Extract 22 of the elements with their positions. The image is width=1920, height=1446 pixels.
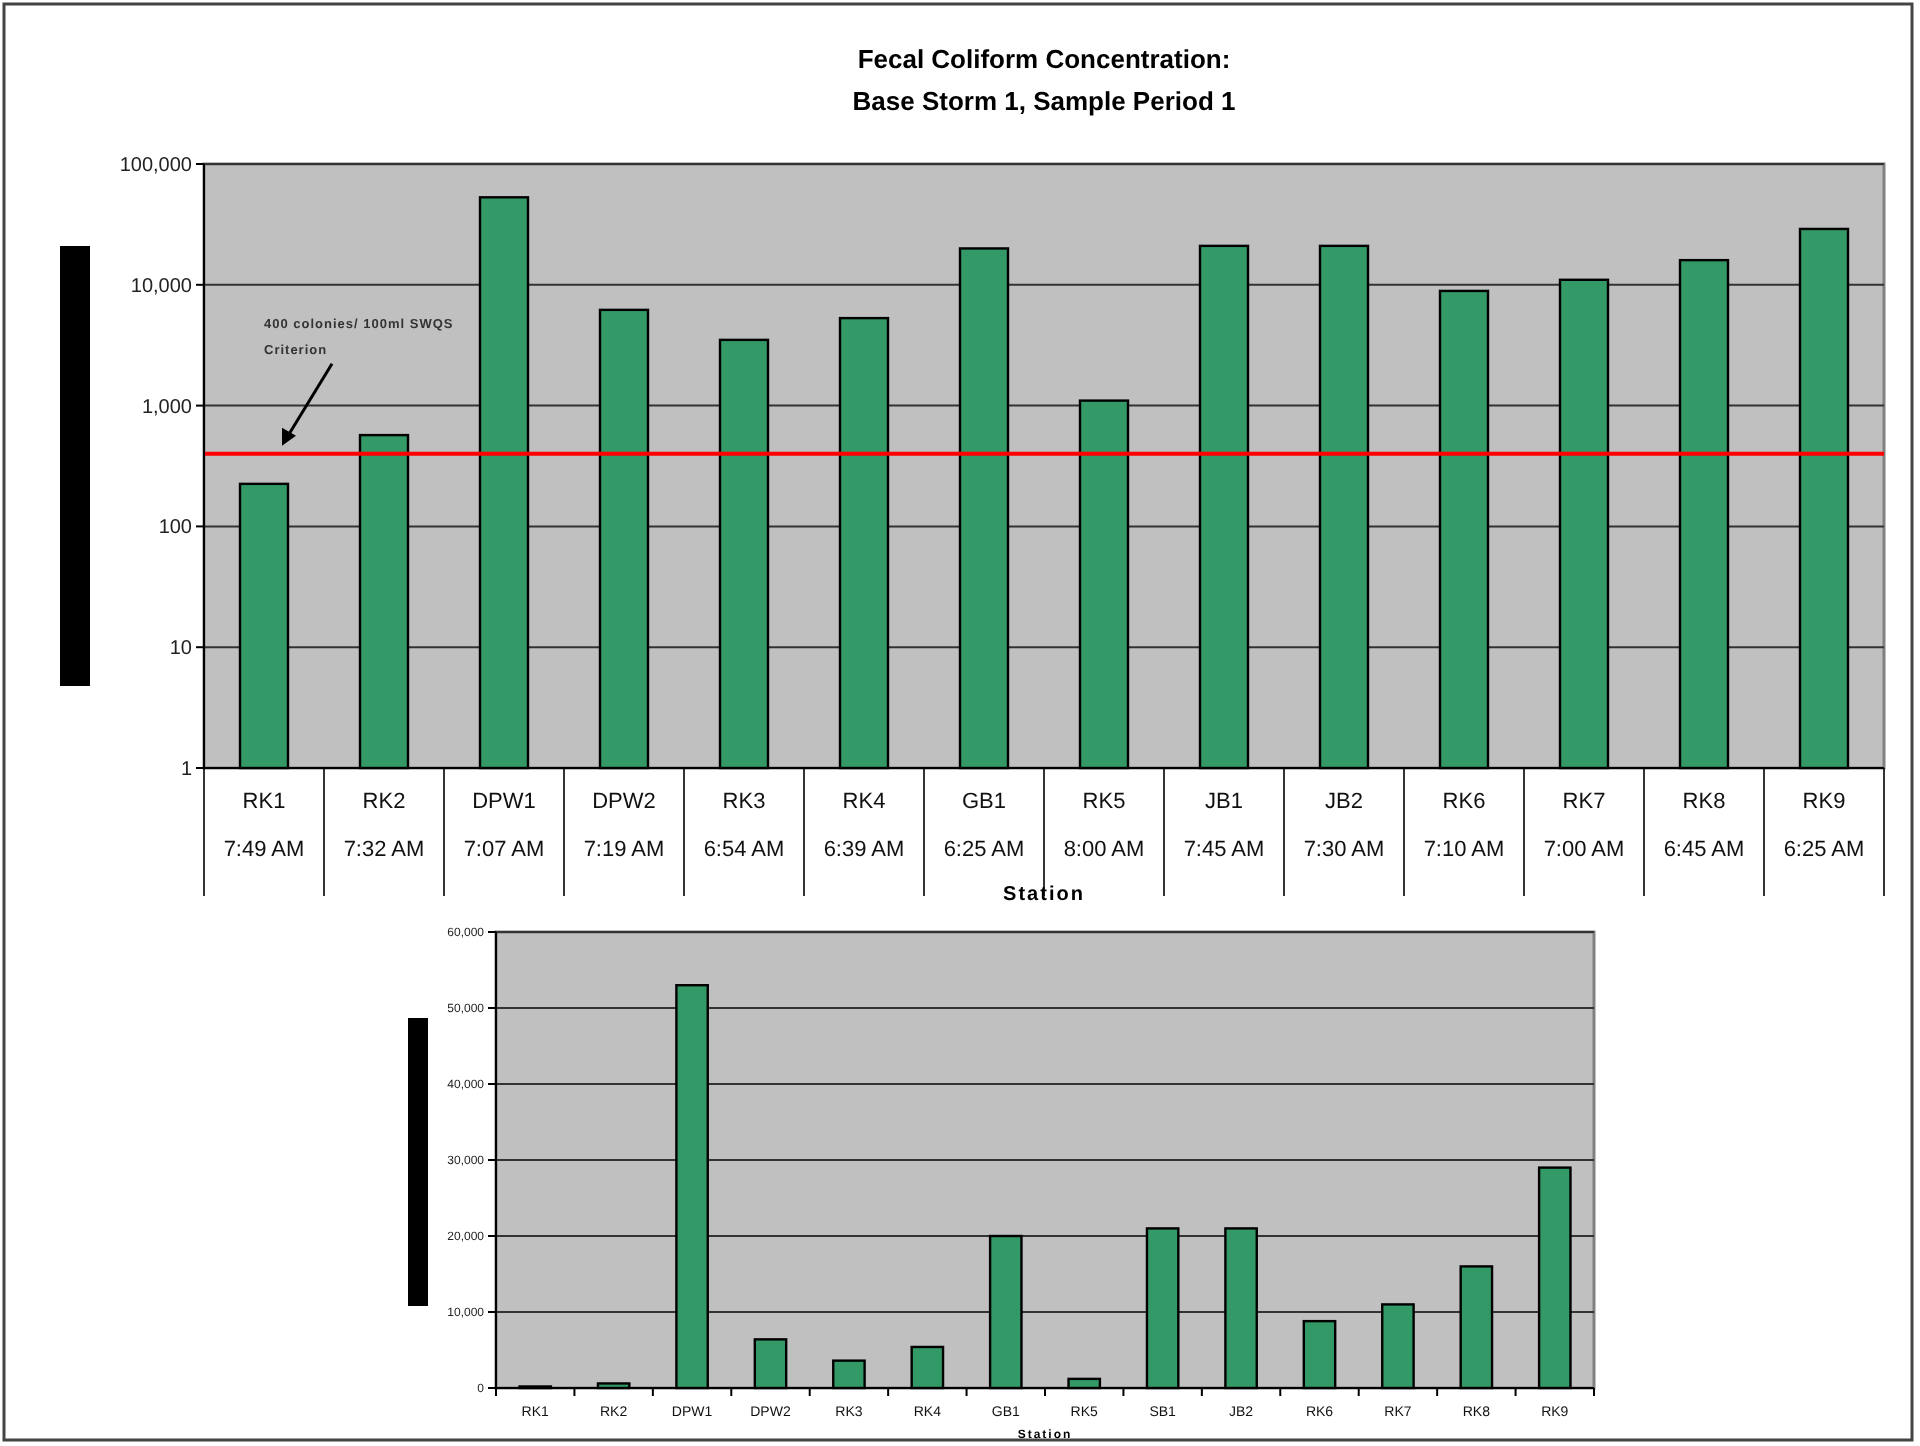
x-tick-label: RK5 8:00 AM [1063, 790, 1145, 862]
x-tick-label: RK7 7:00 AM [1543, 790, 1625, 862]
x-tick-label: RK3 6:54 AM [703, 790, 785, 862]
x-tick-label: RK9 6:25 AM [1783, 790, 1865, 862]
chart-title: Fecal Coliform Concentration: Base Storm 1, Sample Period 1 [852, 44, 1236, 116]
x-tick-label: RK6 7:10 AM [1423, 790, 1505, 862]
y-tick-label: 100,000 [119, 155, 193, 177]
y-tick-label: 10,000 [130, 275, 193, 298]
x-tick-label: GB1 6:25 AM [943, 790, 1025, 862]
x-tick-label: RK8 6:45 AM [1663, 790, 1745, 862]
x-tick-label: JB1 7:45 AM [1183, 790, 1265, 862]
x-tick-label: DPW2 7:19 AM [583, 790, 665, 862]
y-tick-label: 1,000 [141, 396, 193, 419]
x-tick-label: JB2 7:30 AM [1303, 790, 1385, 862]
x-tick-label: RK2 7:32 AM [343, 790, 425, 862]
x-tick-label: RK1 7:49 AM [223, 790, 305, 862]
y-tick-label: 1 [180, 759, 193, 781]
x-axis-title: Station [1003, 884, 1085, 906]
y-tick-label: 10 [169, 638, 193, 661]
x-tick-label: DPW1 7:07 AM [463, 790, 545, 862]
x-tick-label: RK4 6:39 AM [823, 790, 905, 862]
y-tick-label: 100 [158, 517, 193, 540]
